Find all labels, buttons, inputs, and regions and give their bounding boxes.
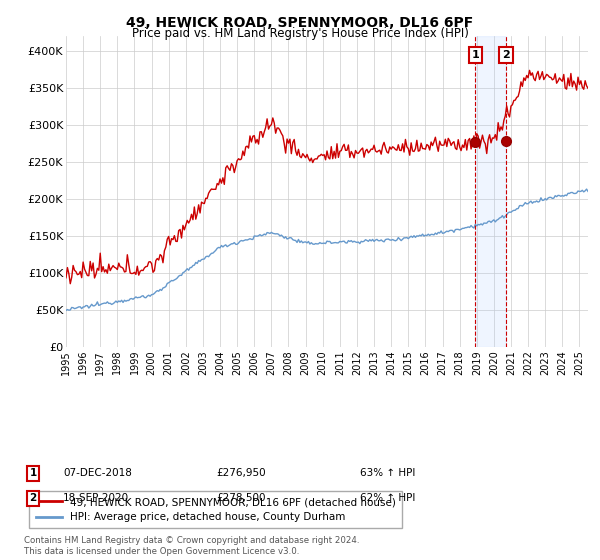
Text: 63% ↑ HPI: 63% ↑ HPI	[360, 468, 415, 478]
Text: £278,500: £278,500	[216, 493, 265, 503]
Text: Contains HM Land Registry data © Crown copyright and database right 2024.
This d: Contains HM Land Registry data © Crown c…	[24, 536, 359, 556]
Text: 1: 1	[29, 468, 37, 478]
Text: 2: 2	[502, 50, 510, 60]
Text: £276,950: £276,950	[216, 468, 266, 478]
Text: 07-DEC-2018: 07-DEC-2018	[63, 468, 132, 478]
Legend: 49, HEWICK ROAD, SPENNYMOOR, DL16 6PF (detached house), HPI: Average price, deta: 49, HEWICK ROAD, SPENNYMOOR, DL16 6PF (d…	[29, 491, 402, 529]
Text: 1: 1	[472, 50, 479, 60]
Text: 2: 2	[29, 493, 37, 503]
Text: 18-SEP-2020: 18-SEP-2020	[63, 493, 129, 503]
Bar	[475, 36, 506, 347]
Text: 49, HEWICK ROAD, SPENNYMOOR, DL16 6PF: 49, HEWICK ROAD, SPENNYMOOR, DL16 6PF	[127, 16, 473, 30]
Text: Price paid vs. HM Land Registry's House Price Index (HPI): Price paid vs. HM Land Registry's House …	[131, 27, 469, 40]
Text: 62% ↑ HPI: 62% ↑ HPI	[360, 493, 415, 503]
